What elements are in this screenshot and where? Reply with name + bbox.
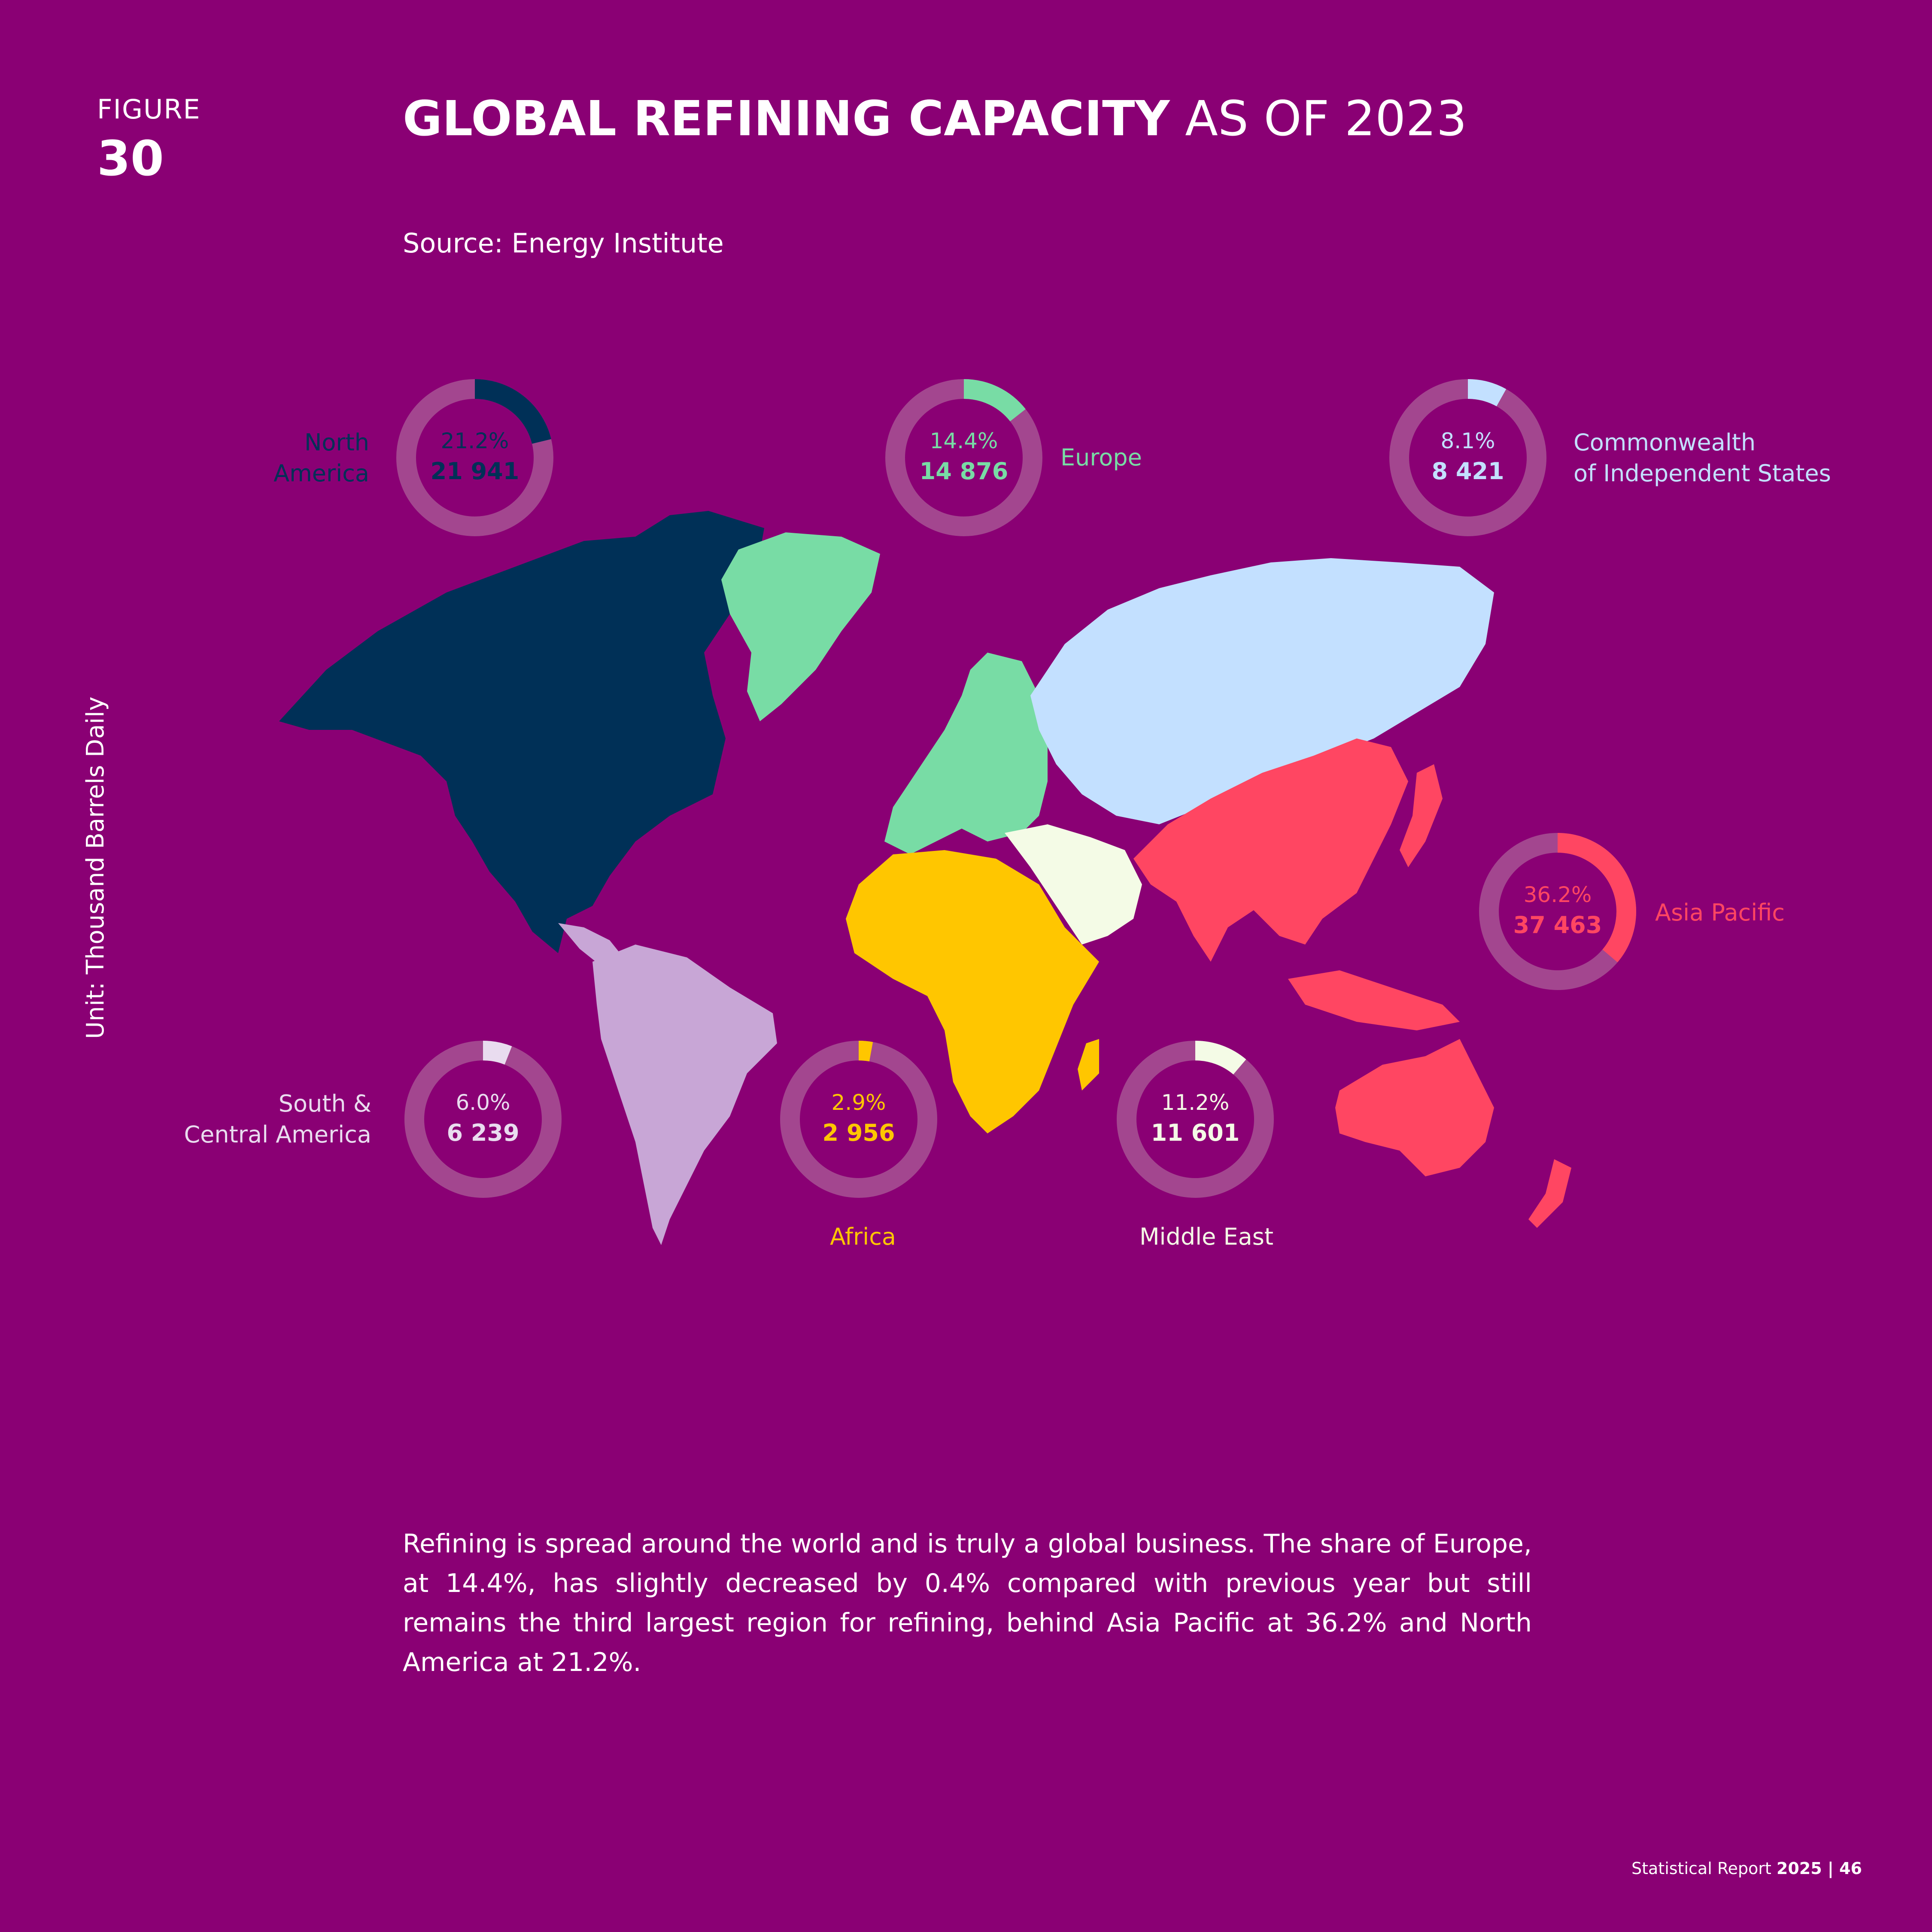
donut-percent-south_central_america: 6.0% <box>456 1090 510 1115</box>
chart-title: GLOBAL REFINING CAPACITY AS OF 2023 <box>403 91 1467 147</box>
figure-label: FIGURE <box>97 94 201 125</box>
donut-segment-cis <box>1467 379 1507 407</box>
map-africa <box>846 850 1099 1133</box>
map-middle-east <box>1005 824 1142 945</box>
map-japan <box>1400 764 1443 867</box>
donut-value-europe: 14 876 <box>920 458 1009 485</box>
map-se-asia <box>1288 970 1460 1030</box>
region-label-middle_east: Middle East <box>1139 1223 1274 1250</box>
donut-percent-europe: 14.4% <box>930 428 998 453</box>
title-light: AS OF 2023 <box>1170 91 1467 147</box>
donut-value-cis: 8 421 <box>1431 458 1504 485</box>
map-south-america <box>592 945 777 1245</box>
map-north-america <box>279 511 764 953</box>
donut-value-asia_pacific: 37 463 <box>1513 911 1602 939</box>
donut-percent-middle_east: 11.2% <box>1161 1090 1230 1115</box>
map-europe <box>884 653 1048 854</box>
donut-north_america: 21.2% 21 941 <box>396 379 553 536</box>
donut-segment-europe <box>963 379 1026 422</box>
donut-percent-africa: 2.9% <box>831 1090 886 1115</box>
donut-value-africa: 2 956 <box>822 1119 895 1146</box>
donut-segment-south_central_america <box>483 1041 512 1065</box>
region-label-africa: Africa <box>829 1223 896 1250</box>
donut-cis: 8.1% 8 421 <box>1389 379 1546 536</box>
footer-separator: | <box>1822 1859 1839 1878</box>
region-label-asia_pacific: Asia Pacific <box>1655 899 1785 926</box>
donut-value-north_america: 21 941 <box>431 458 519 485</box>
body-paragraph: Refining is spread around the world and … <box>403 1529 1532 1677</box>
source-note: Source: Energy Institute <box>403 228 724 259</box>
donut-value-middle_east: 11 601 <box>1151 1119 1240 1146</box>
title-bold: GLOBAL REFINING CAPACITY <box>403 91 1170 147</box>
donut-middle_east: 11.2% 11 601 <box>1117 1041 1274 1198</box>
donut-segment-asia_pacific <box>1557 833 1636 963</box>
region-label-south_central_america: South & Central America <box>184 1090 371 1148</box>
region-label-cis: Commonwealth of Independent States <box>1574 429 1831 487</box>
map-greenland <box>721 532 880 721</box>
donut-percent-asia_pacific: 36.2% <box>1524 882 1592 907</box>
footer-year: 2025 <box>1776 1859 1822 1878</box>
donut-asia_pacific: 36.2% 37 463 <box>1479 833 1636 990</box>
map-cis <box>1030 558 1494 824</box>
donut-segment-africa <box>858 1041 873 1062</box>
region-label-north_america: North America <box>273 429 369 487</box>
donut-south_central_america: 6.0% 6 239 <box>404 1041 562 1198</box>
map-new-zealand <box>1528 1159 1571 1228</box>
donut-africa: 2.9% 2 956 <box>780 1041 937 1198</box>
donut-percent-cis: 8.1% <box>1440 428 1495 453</box>
donut-value-south_central_america: 6 239 <box>447 1119 519 1146</box>
donut-segment-north_america <box>474 379 551 444</box>
map-australia <box>1335 1039 1494 1176</box>
donut-percent-north_america: 21.2% <box>441 428 509 453</box>
map-asia-pacific <box>1133 738 1408 962</box>
figure-number: 30 <box>97 131 164 187</box>
map-madagascar <box>1078 1039 1099 1091</box>
region-label-europe: Europe <box>1060 444 1142 471</box>
footer-page-number: 46 <box>1839 1859 1862 1878</box>
page-footer: Statistical Report 2025 | 46 <box>1631 1859 1862 1878</box>
donut-segment-middle_east <box>1195 1041 1246 1075</box>
footer-report: Statistical Report <box>1631 1859 1777 1878</box>
donut-europe: 14.4% 14 876 <box>885 379 1042 536</box>
